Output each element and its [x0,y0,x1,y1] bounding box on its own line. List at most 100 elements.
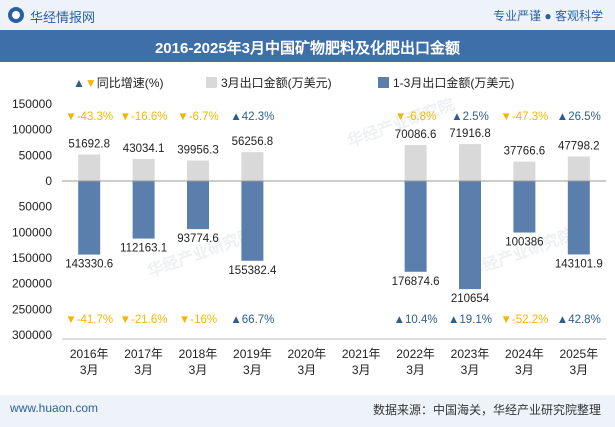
title-bar [0,30,615,62]
growth-value: 42.3% [242,111,275,123]
growth-up-label: ▲26.5% [557,111,601,123]
growth-value: -41.7% [77,314,113,326]
legend-march-swatch [206,77,217,88]
growth-value: -52.2% [512,314,548,326]
y-tick-label: 150000 [12,97,52,111]
bar-march [78,154,101,181]
legend-cumulative-label: 1-3月出口金额(万美元) [393,76,515,90]
bar-cumulative [567,181,590,255]
legend-march: 3月出口金额(万美元) [206,74,332,91]
bar-march [459,144,481,181]
growth-value: -6.7% [189,111,219,123]
bar-march-label: 39956.3 [177,144,219,156]
y-tick-label: 0 [45,174,52,188]
growth-down-label: ▼-41.7% [65,314,113,326]
x-tick-label: 3月 [243,363,262,377]
growth-value: 10.4% [405,314,438,326]
x-tick-label: 2016年 [70,347,109,361]
bar-march-label: 51692.8 [68,138,110,150]
y-tick-label: 150000 [12,251,52,265]
up-triangle-icon: ▲ [394,314,405,326]
y-tick-label: 50000 [19,148,53,162]
growth-value: -21.6% [131,314,167,326]
bar-march [513,161,536,181]
y-tick-label: 200000 [12,277,52,291]
up-triangle-icon: ▲ [73,76,85,90]
bar-cumulative [513,181,536,233]
bar-march-label: 70086.6 [395,129,437,141]
growth-up-label: ▲2.5% [451,111,489,123]
x-tick-label: 3月 [515,363,534,377]
bar-march [187,160,209,181]
bar-march [567,156,590,181]
bar-cumulative [78,181,101,255]
x-tick-label: 2018年 [179,347,218,361]
footer-website[interactable]: www.huaon.com [10,401,99,415]
growth-value: -16% [190,314,217,326]
legend-growth: ▲▼同比增速(%) [73,74,163,91]
bar-march-label: 47798.2 [558,140,600,152]
bar-march [241,152,264,181]
x-tick-label: 2021年 [342,347,381,361]
y-tick-label: 300000 [12,328,52,342]
logo-icon [8,7,24,23]
bar-cumulative [404,181,427,272]
bar-cumulative-label: 112163.1 [120,243,167,255]
down-triangle-icon: ▼ [395,111,406,123]
growth-value: -16.6% [131,111,167,123]
footer-bar [0,395,615,427]
growth-value: 26.5% [568,111,601,123]
legend: ▲▼同比增速(%) 3月出口金额(万美元) 1-3月出口金额(万美元) [0,74,615,94]
up-triangle-icon: ▲ [448,314,459,326]
growth-value: 19.1% [459,314,492,326]
x-tick-label: 2024年 [505,347,544,361]
up-triangle-icon: ▲ [557,111,568,123]
watermark-text: 华经产业研究院 [465,225,577,281]
growth-up-label: ▲10.4% [394,314,438,326]
growth-up-label: ▲42.8% [557,314,601,326]
y-tick-label: 100000 [12,225,52,239]
growth-down-label: ▼-43.3% [65,111,113,123]
x-tick-label: 3月 [134,363,153,377]
bar-cumulative [132,181,155,239]
x-tick-label: 2019年 [233,347,272,361]
growth-value: 66.7% [242,314,275,326]
growth-up-label: ▲19.1% [448,314,492,326]
bar-march [404,145,427,181]
x-tick-label: 2023年 [451,347,490,361]
legend-growth-label: 同比增速(%) [96,76,164,90]
down-triangle-icon: ▼ [177,111,188,123]
bar-march-label: 71916.8 [449,128,491,140]
bar-cumulative-label: 93774.6 [177,233,219,245]
up-triangle-icon: ▲ [230,111,241,123]
bar-march-label: 37766.6 [504,146,546,158]
up-triangle-icon: ▲ [451,111,462,123]
top-bar [0,0,615,30]
slogan: 专业严谨 ● 客观科学 [493,9,603,23]
down-triangle-icon: ▼ [65,111,76,123]
x-tick-label: 2017年 [124,347,163,361]
growth-down-label: ▼-21.6% [120,314,168,326]
x-tick-label: 3月 [80,363,99,377]
y-tick-label: 250000 [12,302,52,316]
growth-down-label: ▼-6.8% [395,111,436,123]
x-tick-label: 2022年 [396,347,435,361]
site-name[interactable]: 华经情报网 [30,10,96,25]
growth-up-label: ▲42.3% [230,111,274,123]
growth-down-label: ▼-6.7% [177,111,218,123]
growth-down-label: ▼-47.3% [500,111,548,123]
growth-up-label: ▲66.7% [230,314,274,326]
bar-march-label: 43034.1 [123,143,165,155]
up-triangle-icon: ▲ [557,314,568,326]
x-tick-label: 3月 [352,363,371,377]
bar-march-label: 56256.8 [232,136,274,148]
bar-cumulative [187,181,209,230]
x-tick-label: 2020年 [287,347,326,361]
bar-cumulative-label: 100386 [505,237,543,249]
x-tick-label: 3月 [406,363,425,377]
bar-cumulative-label: 155382.4 [228,265,277,277]
down-triangle-icon: ▼ [84,76,97,90]
growth-down-label: ▼-16.6% [120,111,168,123]
bar-cumulative-label: 176874.6 [392,276,440,288]
bar-cumulative [241,181,264,261]
